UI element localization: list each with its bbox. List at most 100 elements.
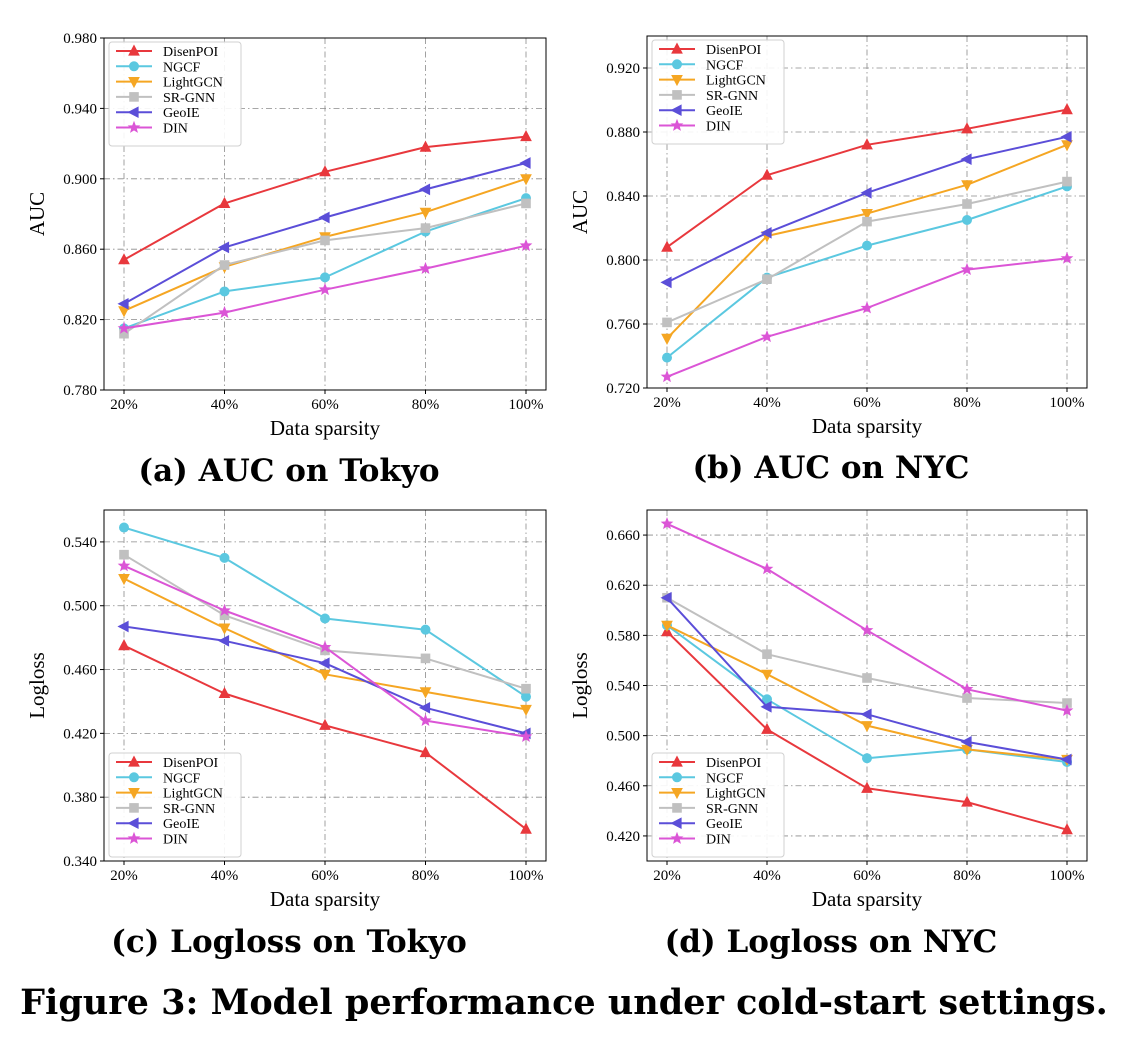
data-point-din: [519, 729, 533, 742]
data-point-disenpoi: [861, 138, 873, 150]
data-point-din: [860, 301, 874, 314]
legend-label: GeoIE: [163, 817, 200, 832]
data-point-ngcf: [862, 753, 873, 764]
x-tick-label: 20%: [653, 868, 681, 884]
series-disenpoi: [661, 625, 1073, 835]
legend-item-din: DIN: [659, 118, 731, 135]
y-tick-label: 0.880: [606, 125, 640, 141]
data-point-lightgcn: [218, 623, 231, 635]
legend-label: LightGCN: [163, 76, 223, 91]
y-tick-label: 0.420: [63, 726, 97, 742]
legend-label: DIN: [706, 833, 731, 848]
series-ngcf: [119, 522, 532, 702]
data-point-disenpoi: [761, 168, 773, 180]
series-geoie: [660, 130, 1072, 289]
data-point-sr-gnn: [420, 223, 431, 233]
y-tick-label: 0.780: [63, 383, 97, 399]
y-axis-title: Logloss: [568, 652, 592, 719]
plot-frame: [103, 37, 547, 391]
legend-label: DIN: [163, 833, 188, 848]
legend-marker: [129, 92, 139, 102]
data-point-ngcf: [962, 214, 973, 225]
data-point-disenpoi: [419, 140, 432, 152]
chart-panel-logloss-nyc: 0.420 0.460 0.500 0.540 0.580 0.620 0.660 20% 40…: [568, 509, 1088, 960]
legend-item-ngcf: NGCF: [116, 771, 201, 786]
legend-item-lightgcn: LightGCN: [659, 74, 766, 89]
x-tick-label: 80%: [953, 868, 981, 884]
legend-item-geoie: GeoIE: [116, 817, 200, 832]
data-point-sr-gnn: [962, 199, 972, 209]
legend-item-lightgcn: LightGCN: [659, 787, 766, 802]
data-point-geoie: [660, 591, 672, 604]
data-point-sr-gnn: [662, 317, 672, 328]
y-tick-label: 0.840: [606, 189, 640, 205]
data-point-ngcf: [219, 286, 230, 297]
legend-box: [108, 41, 242, 147]
legend-box: [108, 752, 242, 858]
legend-marker: [128, 61, 139, 72]
x-tick-label: 100%: [509, 868, 544, 884]
data-point-din: [419, 713, 432, 726]
data-point-geoie: [418, 701, 431, 714]
y-tick-label: 0.460: [63, 663, 97, 679]
subplot-caption: (a) AUC on Tokyo: [138, 453, 439, 489]
legend-label: LightGCN: [706, 787, 766, 802]
y-tick-label: 0.660: [606, 528, 640, 544]
data-point-lightgcn: [961, 180, 973, 192]
data-point-din: [660, 370, 674, 383]
data-point-din: [760, 330, 774, 343]
x-tick-label: 60%: [311, 397, 339, 413]
y-tick-label: 0.580: [606, 628, 640, 644]
legend-label: SR-GNN: [163, 91, 215, 106]
x-tick-label: 40%: [753, 868, 781, 884]
legend-marker: [671, 75, 683, 87]
series-din: [660, 251, 1074, 383]
legend-marker: [670, 104, 682, 117]
series-disenpoi: [118, 639, 532, 834]
data-point-disenpoi: [118, 639, 130, 651]
y-tick-label: 0.420: [606, 829, 640, 845]
data-point-lightgcn: [861, 721, 873, 733]
y-axis-title: AUC: [25, 192, 49, 236]
x-tick-label: 80%: [412, 397, 440, 413]
data-point-ngcf: [662, 352, 673, 363]
legend-box: [651, 39, 785, 145]
data-point-lightgcn: [419, 207, 432, 219]
data-point-ngcf: [219, 552, 230, 563]
series-din: [117, 238, 533, 334]
data-point-din: [318, 640, 332, 653]
subplot-caption: (c) Logloss on Tokyo: [111, 924, 467, 960]
data-point-din: [218, 305, 231, 318]
data-point-lightgcn: [419, 687, 432, 699]
x-tick-label: 20%: [653, 395, 681, 411]
legend-item-disenpoi: DisenPOI: [116, 44, 219, 60]
data-point-disenpoi: [861, 781, 873, 793]
legend-marker: [670, 831, 684, 844]
y-tick-label: 0.920: [606, 61, 640, 77]
x-tick-label: 40%: [211, 397, 239, 413]
figure-caption: Figure 3: Model performance under cold-s…: [20, 982, 1108, 1023]
data-point-geoie: [217, 634, 230, 647]
data-point-din: [318, 282, 332, 296]
data-point-sr-gnn: [521, 198, 531, 209]
data-point-disenpoi: [118, 253, 130, 265]
legend-label: NGCF: [706, 771, 744, 786]
data-point-lightgcn: [661, 620, 673, 632]
legend-marker: [671, 788, 683, 800]
y-tick-label: 0.980: [63, 31, 97, 47]
legend-item-sr-gnn: SR-GNN: [659, 89, 758, 104]
legend-label: SR-GNN: [706, 89, 758, 104]
data-point-din: [519, 238, 533, 252]
data-point-din: [760, 562, 774, 575]
chart-panel-auc-nyc: 0.720 0.760 0.800 0.840 0.880 0.920 20% 40% 60% 8…: [568, 35, 1088, 486]
data-point-lightgcn: [319, 669, 331, 681]
legend-label: GeoIE: [706, 817, 743, 832]
legend-label: LightGCN: [163, 787, 223, 802]
y-tick-label: 0.900: [63, 172, 97, 188]
data-point-lightgcn: [761, 669, 773, 681]
legend-marker: [128, 44, 140, 56]
data-point-disenpoi: [319, 165, 331, 177]
y-axis-title: AUC: [568, 190, 592, 234]
